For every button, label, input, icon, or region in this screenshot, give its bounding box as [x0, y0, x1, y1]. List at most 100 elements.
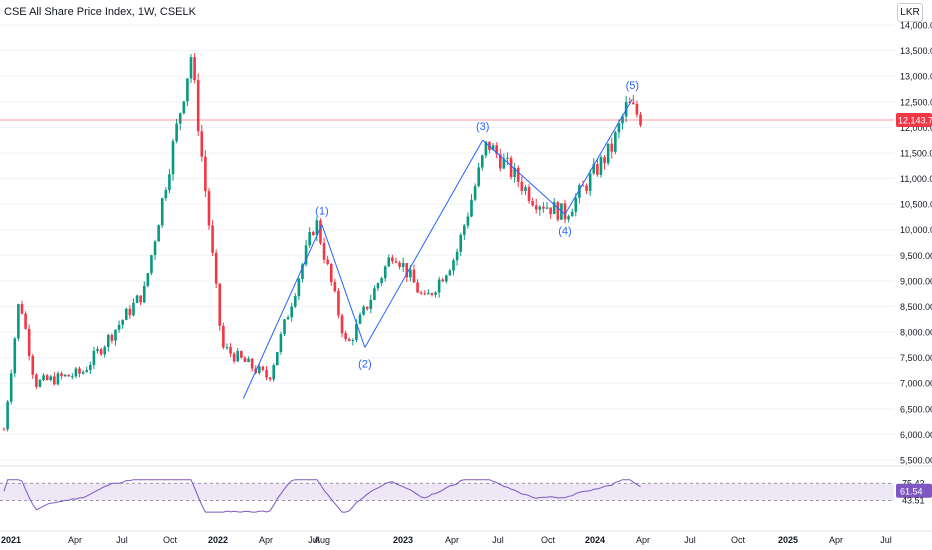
candle-body [160, 198, 164, 226]
candle-body [178, 113, 182, 124]
price-tick-label: 6,500.00 [900, 404, 932, 414]
candle-body [293, 296, 297, 307]
candle-body [189, 57, 193, 79]
elliott-wave-lines [242, 98, 633, 399]
candle-body [243, 357, 247, 363]
candle-body [326, 259, 329, 264]
time-tick-label: Jul [116, 535, 128, 545]
candle-body [387, 257, 391, 267]
time-tick-label: 2021 [1, 535, 21, 545]
candle-body [376, 283, 380, 289]
rsi-line [3, 479, 641, 513]
candle-body [315, 220, 319, 236]
candle-body [329, 263, 333, 283]
candle-body [135, 295, 139, 303]
time-tick-label: 2024 [585, 535, 605, 545]
candle-body [153, 241, 157, 256]
candle-body [455, 251, 459, 261]
price-tick-label: 10,000.00 [900, 225, 932, 235]
candle-body [297, 278, 301, 297]
price-tick-label: 11,500.00 [900, 148, 932, 158]
candle-body [347, 339, 351, 341]
currency-button[interactable]: LKR [897, 3, 923, 22]
candle-body [2, 429, 6, 431]
candle-body [150, 255, 153, 274]
candle-body [358, 314, 362, 324]
price-tick-label: 8,000.00 [900, 328, 932, 338]
time-tick-label: 2023 [393, 535, 413, 545]
candle-body [74, 368, 78, 377]
price-tick-label: 5,500.00 [900, 456, 932, 466]
candle-body [276, 351, 279, 366]
price-axis: 14,000.00 13,500.00 13,000.00 12,500.00 12,0… [896, 21, 932, 466]
rsi-upper-label: 75.42 [902, 478, 925, 488]
candle-body [56, 373, 60, 385]
candle-body [121, 319, 124, 325]
grid-lines [0, 24, 894, 461]
candle-body [412, 269, 416, 283]
candle-body [534, 205, 538, 210]
wave-label: (5) [626, 80, 639, 92]
candle-body [279, 334, 283, 352]
wave-label: (3) [476, 121, 489, 133]
candle-body [38, 380, 42, 387]
candle-body [222, 325, 225, 348]
candle-body [369, 299, 373, 309]
price-tick-label: 8,500.00 [900, 302, 932, 312]
candle-body [268, 377, 272, 380]
candle-body [596, 164, 599, 175]
candle-body [63, 374, 67, 377]
candle-body [581, 185, 585, 187]
candle-body [283, 319, 286, 335]
candle-body [301, 264, 304, 279]
candle-body [383, 266, 387, 279]
candle-body [491, 145, 495, 151]
candle-body [398, 262, 401, 267]
candle-body [337, 291, 340, 316]
candle-body [477, 167, 480, 187]
candle-body [614, 132, 617, 152]
candle-body [71, 376, 74, 378]
candle-body [524, 187, 527, 191]
candle-body [272, 365, 276, 380]
candle-body [498, 154, 502, 169]
time-tick-label: Aug [314, 535, 330, 545]
time-tick-label: Jul [308, 535, 320, 545]
candle-body [45, 375, 49, 381]
candle-body [513, 167, 516, 177]
candle-body [124, 308, 128, 320]
candle-body [99, 349, 103, 355]
candle-body [128, 308, 132, 316]
candle-body [610, 143, 614, 152]
time-tick-label: Jul [880, 535, 892, 545]
candle-body [236, 351, 240, 362]
wave-label: (1) [315, 206, 328, 218]
candle-body [394, 261, 398, 263]
candle-body [35, 374, 38, 387]
candle-body [527, 187, 531, 202]
candle-body [592, 164, 596, 174]
candle-body [142, 285, 146, 303]
candle-body [81, 372, 85, 374]
wave-segment [242, 224, 323, 399]
candle-body [563, 203, 567, 220]
candle-body [484, 141, 488, 156]
candle-body [132, 302, 135, 316]
candle-body [261, 366, 265, 370]
candle-body [31, 355, 35, 375]
price-tick-label: 14,000.00 [900, 21, 932, 31]
candle-body [355, 323, 358, 341]
candle-body [211, 225, 214, 253]
candle-body [200, 131, 204, 157]
candle-body [448, 270, 452, 276]
wave-segment [321, 224, 366, 348]
candle-body [567, 216, 570, 220]
candle-body [495, 145, 498, 155]
candle-body [229, 347, 232, 354]
candle-body [556, 202, 560, 220]
candle-body [427, 293, 430, 295]
wave-segment [564, 98, 633, 215]
candle-body [168, 174, 171, 191]
